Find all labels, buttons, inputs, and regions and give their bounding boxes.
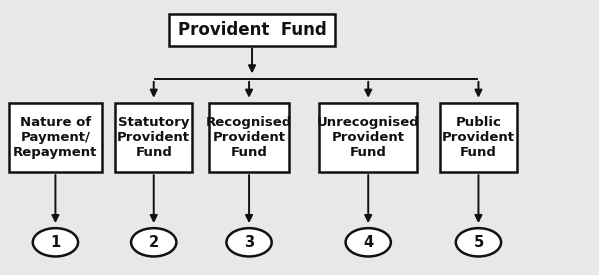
Ellipse shape [226,228,272,257]
Text: 4: 4 [363,235,373,250]
Ellipse shape [456,228,501,257]
Text: 3: 3 [244,235,254,250]
Text: 5: 5 [473,235,483,250]
FancyBboxPatch shape [209,103,289,172]
Ellipse shape [346,228,391,257]
FancyBboxPatch shape [115,103,192,172]
Ellipse shape [33,228,78,257]
Text: Public
Provident
Fund: Public Provident Fund [442,116,515,159]
Text: Statutory
Provident
Fund: Statutory Provident Fund [117,116,190,159]
FancyBboxPatch shape [169,14,335,46]
FancyBboxPatch shape [9,103,102,172]
Ellipse shape [131,228,176,257]
Text: 2: 2 [149,235,159,250]
Text: Recognised
Provident
Fund: Recognised Provident Fund [206,116,292,159]
Text: 1: 1 [50,235,60,250]
Text: Provident  Fund: Provident Fund [178,21,326,39]
FancyBboxPatch shape [319,103,418,172]
Text: Unrecognised
Provident
Fund: Unrecognised Provident Fund [317,116,419,159]
Text: Nature of
Payment/
Repayment: Nature of Payment/ Repayment [13,116,98,159]
FancyBboxPatch shape [440,103,517,172]
